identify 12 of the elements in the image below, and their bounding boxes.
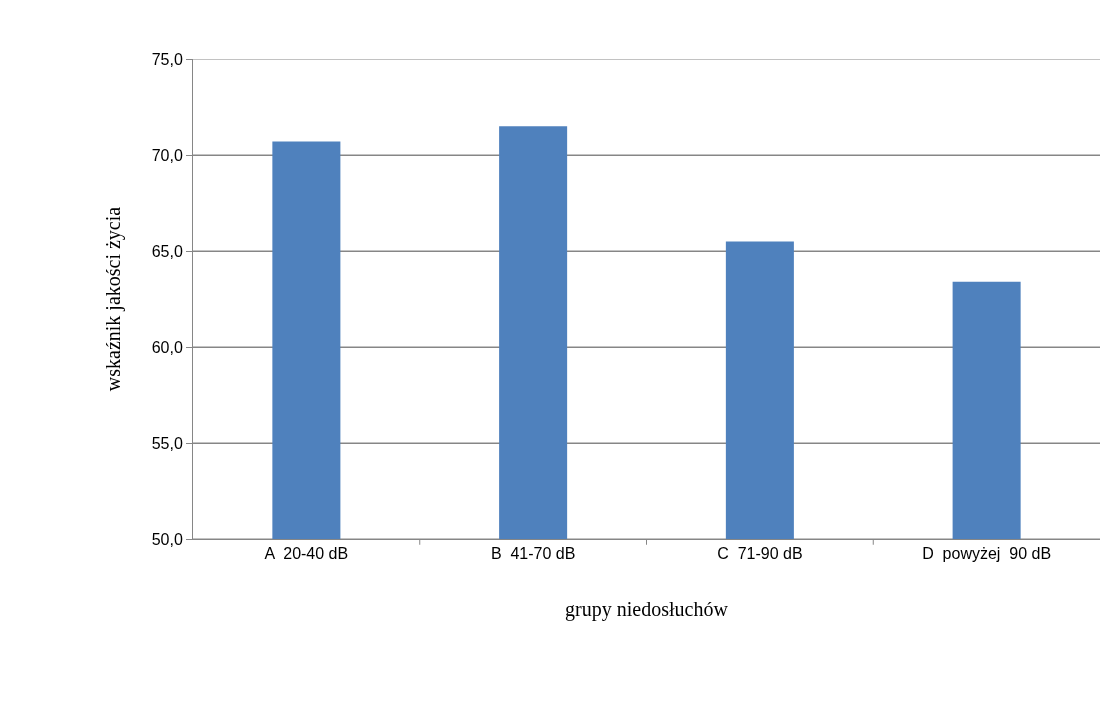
y-tick-label: 55,0 (151, 434, 183, 452)
y-tick-label: 60,0 (151, 338, 183, 356)
y-tick-label: 75,0 (151, 50, 183, 68)
y-axis-title: wskaźnik jakości życia (102, 206, 126, 392)
y-tick-label: 65,0 (151, 242, 183, 260)
x-tick-label: B 41-70 dB (490, 545, 576, 563)
x-tick-label: D powyżej 90 dB (922, 545, 1052, 563)
x-tick-label: A 20-40 dB (264, 545, 349, 563)
y-tick-label: 70,0 (151, 146, 183, 164)
x-axis-title: grupy niedosłuchów (565, 597, 729, 621)
y-tick-label: 50,0 (151, 530, 183, 548)
x-tick-label: C 71-90 dB (717, 545, 803, 563)
